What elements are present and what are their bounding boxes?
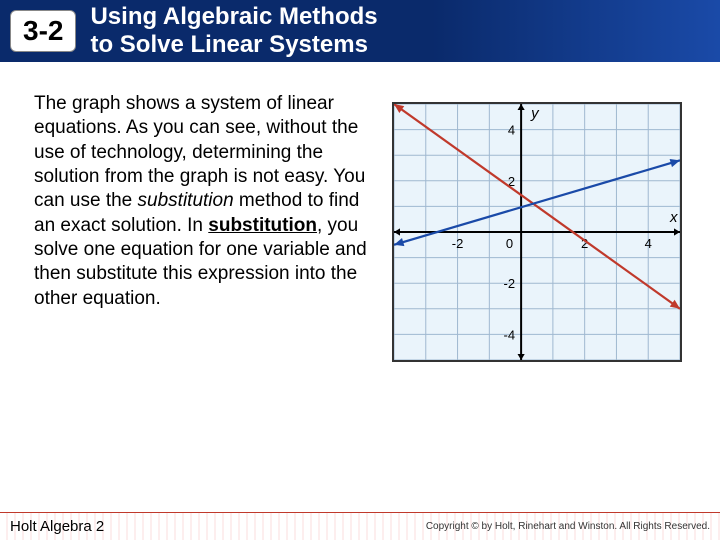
body-italic: substitution: [138, 190, 234, 211]
graph-container: -224-4-2240xy: [392, 92, 692, 362]
footer-bar: Holt Algebra 2 Copyright © by Holt, Rine…: [0, 512, 720, 540]
footer-right: Copyright © by Holt, Rinehart and Winsto…: [426, 521, 710, 532]
svg-text:4: 4: [508, 123, 515, 138]
svg-text:0: 0: [506, 236, 513, 251]
title-line-2: to Solve Linear Systems: [90, 31, 377, 59]
linear-system-graph: -224-4-2240xy: [392, 102, 682, 362]
body-underline: substitution: [208, 215, 317, 236]
header-bar: 3-2 Using Algebraic Methods to Solve Lin…: [0, 0, 720, 62]
body-text: The graph shows a system of linear equat…: [34, 92, 374, 362]
svg-text:-2: -2: [452, 236, 464, 251]
svg-text:x: x: [669, 209, 678, 226]
svg-text:y: y: [530, 105, 540, 122]
svg-text:-2: -2: [504, 276, 516, 291]
content-area: The graph shows a system of linear equat…: [0, 62, 720, 362]
footer-left: Holt Algebra 2: [10, 518, 104, 535]
page-title: Using Algebraic Methods to Solve Linear …: [90, 3, 377, 58]
svg-text:4: 4: [645, 236, 652, 251]
section-badge: 3-2: [10, 10, 76, 52]
title-line-1: Using Algebraic Methods: [90, 3, 377, 31]
graph-svg: -224-4-2240xy: [394, 104, 680, 360]
svg-text:-4: -4: [504, 327, 516, 342]
